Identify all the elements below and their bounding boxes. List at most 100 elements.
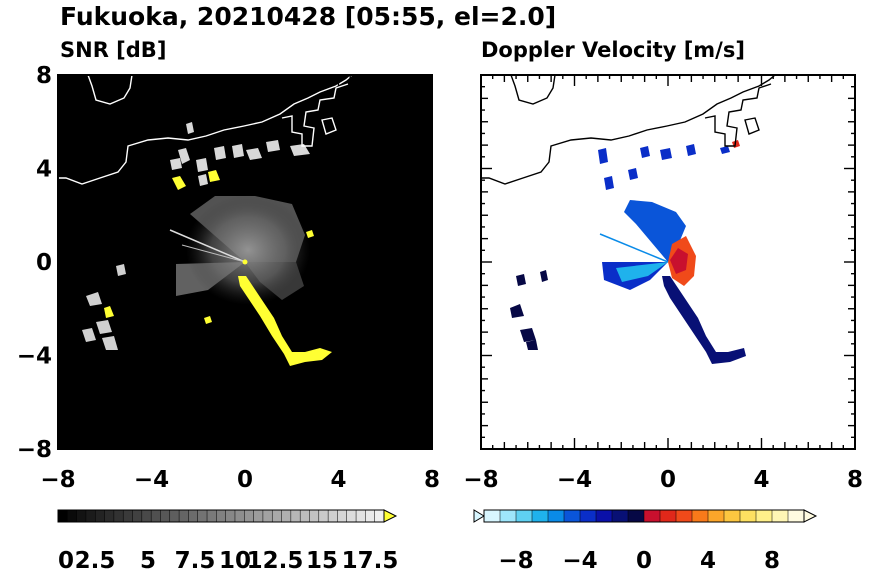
doppler-colorbar-label: 0 [636,548,652,570]
snr-colorbar-label: 7.5 [175,548,216,570]
snr-colorbar-label: 12.5 [247,548,304,570]
snr-colorbar-cell [290,509,301,523]
snr-colorbar-cell [95,509,106,523]
snr-y-tick-label: 4 [36,157,52,183]
snr-echoes [82,122,332,366]
snr-coastline [58,75,353,185]
snr-y-tick-label: −8 [17,437,52,463]
snr-colorbar-cell [76,509,87,523]
doppler-colorbar-extend-max [803,509,818,523]
doppler-colorbar-label: −4 [562,548,597,570]
doppler-colorbar-cell [739,509,757,523]
snr-panel: −8 −4 0 4 8 −8 −4 0 4 8 [17,63,440,493]
snr-colorbar-cell [337,509,348,523]
snr-axes: −8 −4 0 4 8 −8 −4 0 4 8 [17,63,440,493]
snr-colorbar-cell [113,509,124,523]
snr-colorbar-cell [225,509,236,523]
snr-x-tick-label: 0 [237,467,253,493]
doppler-colorbar-cell [659,509,677,523]
snr-panel-title: SNR [dB] [60,38,166,62]
snr-colorbar-label: 0 [58,548,74,570]
doppler-panel-title: Doppler Velocity [m/s] [481,38,745,62]
snr-colorbar-label: 2.5 [75,548,116,570]
snr-colorbar-cell [374,509,385,523]
doppler-echoes [510,140,746,364]
snr-beam-streak [181,244,246,263]
doppler-colorbar-label: 4 [700,548,716,570]
doppler-colorbar: −8 −4 0 4 8 [473,509,818,570]
snr-colorbar-cell [216,509,227,523]
snr-echo-north-gray [170,122,310,186]
doppler-x-tick-label: 0 [660,467,676,493]
snr-colorbar-cell [188,509,199,523]
snr-colorbar-cell [67,509,78,523]
snr-colorbar-cell [234,509,245,523]
snr-colorbar-cell [253,509,264,523]
snr-colorbar-cell [197,509,208,523]
snr-colorbar-cell [346,509,357,523]
snr-x-tick-label: 4 [330,467,346,493]
doppler-colorbar-cell [675,509,693,523]
doppler-colorbar-extend-min [473,509,485,523]
snr-colorbar-cell [262,509,273,523]
doppler-colorbar-cell [627,509,645,523]
snr-colorbar-cell [169,509,180,523]
doppler-colorbar-cell [563,509,581,523]
doppler-x-tick-label: −8 [463,467,498,493]
snr-colorbar-cell [309,509,320,523]
doppler-colorbar-cell [787,509,805,523]
doppler-colorbar-label: 8 [764,548,780,570]
snr-colorbar-cell [85,509,96,523]
snr-colorbar-cell [365,509,376,523]
snr-colorbar-cell [244,509,255,523]
snr-beam-streak [169,229,246,263]
snr-colorbar-cell [178,509,190,523]
snr-echo-west-cell [104,306,114,318]
snr-colorbar-cell [141,509,152,523]
doppler-colorbar-cell [483,509,501,523]
snr-y-tick-label: −4 [17,344,52,370]
doppler-echo-east-core [670,248,688,274]
snr-colorbar-cell [355,509,367,523]
doppler-beam-streak [599,233,669,263]
snr-colorbar-label: 10 [219,548,251,570]
doppler-colorbar-cell [771,509,789,523]
doppler-colorbar-cell [707,509,725,523]
snr-colorbar-cell [271,509,283,523]
doppler-colorbar-cell [579,509,597,523]
snr-colorbar-cell [132,509,143,523]
snr-colorbar-cell [57,509,68,523]
doppler-colorbar-cell [595,509,613,523]
snr-echo-southeast-band [238,276,332,366]
doppler-colorbar-cell [643,509,661,523]
snr-colorbar-cell [104,509,115,523]
snr-colorbar-label: 5 [140,548,156,570]
doppler-echo-west-inner [616,262,668,282]
doppler-echo-northwest-sector [624,200,686,262]
doppler-echo-north-cells [598,144,730,190]
snr-colorbar-cell [327,509,339,523]
snr-colorbar-cell [206,509,217,523]
doppler-colorbar-cell [755,509,773,523]
doppler-colorbar-cell [515,509,533,523]
doppler-echo-west-cells [510,270,548,350]
snr-colorbar-cell [281,509,292,523]
doppler-panel: −8 −4 0 4 8 [463,74,863,493]
snr-x-tick-label: 8 [424,467,440,493]
figure-title: Fukuoka, 20210428 [05:55, el=2.0] [60,2,556,31]
doppler-axes: −8 −4 0 4 8 [463,74,863,493]
snr-y-tick-label: 0 [36,250,52,276]
snr-x-tick-label: −8 [40,467,75,493]
doppler-colorbar-cell [611,509,629,523]
snr-colorbar-extend-max [383,509,398,523]
snr-echo-north-cell [208,170,220,182]
doppler-colorbar-cell [691,509,709,523]
doppler-colorbar-cell [547,509,565,523]
snr-colorbar-label: 17.5 [342,548,399,570]
snr-colorbar-cell [150,509,162,523]
snr-colorbar-cell [122,509,134,523]
doppler-colorbar-cell [499,509,517,523]
doppler-colorbar-cell [531,509,549,523]
